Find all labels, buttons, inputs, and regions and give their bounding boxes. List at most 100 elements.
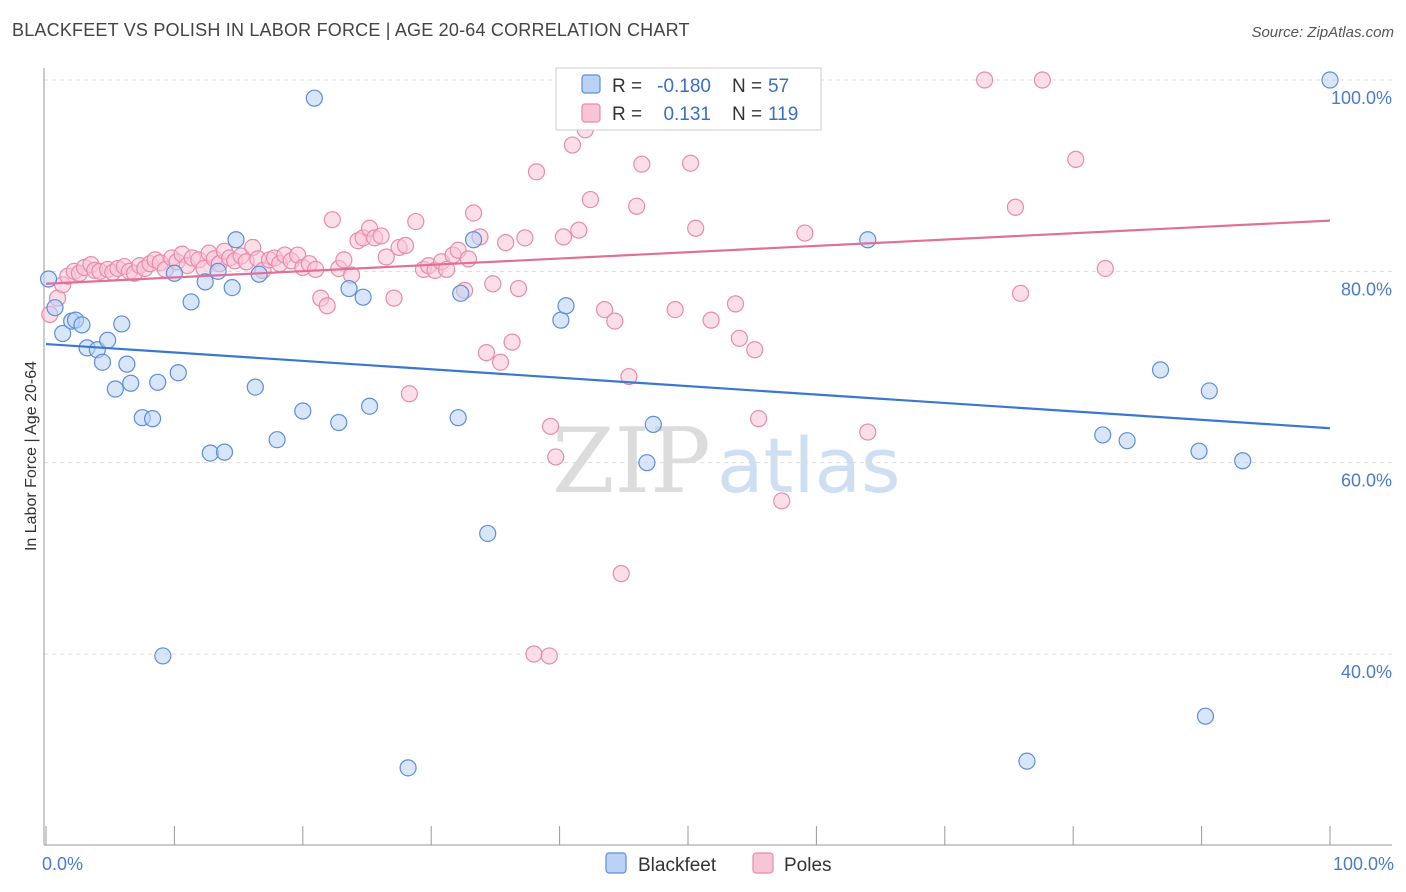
blackfeet-point-25	[223, 278, 241, 297]
blackfeet-point-17	[154, 647, 172, 665]
blackfeet-point-31	[305, 89, 323, 107]
poles-point-95	[612, 565, 630, 583]
stats-legend: R = -0.180 N = 57 R = 0.131 N = 119	[555, 67, 822, 131]
legend-n-value-poles: 119	[768, 104, 798, 125]
watermark-zip: ZIP	[552, 409, 711, 514]
poles-point-83	[516, 229, 534, 247]
x-tick-label-0: 0.0%	[42, 854, 83, 874]
poles-point-82	[509, 279, 528, 298]
blackfeet-point-51	[1196, 707, 1215, 725]
y-tick-label-80: 80.0%	[1341, 279, 1392, 299]
poles-point-53	[335, 251, 353, 269]
poles-point-111	[859, 423, 877, 441]
blackfeet-point-36	[399, 759, 417, 777]
blackfeet-point-44	[644, 415, 662, 433]
poles-point-64	[400, 385, 418, 403]
poles-point-80	[497, 234, 515, 252]
poles-point-94	[606, 312, 624, 330]
bottom-legend-swatch-blackfeet	[605, 852, 627, 874]
poles-point-116	[1067, 150, 1085, 169]
series-blackfeet-points	[39, 71, 1339, 777]
blackfeet-point-38	[452, 284, 470, 302]
poles-point-109	[773, 492, 791, 510]
blackfeet-point-46	[1018, 752, 1036, 770]
poles-point-117	[1096, 259, 1114, 278]
blackfeet-point-1	[46, 299, 64, 317]
blackfeet-point-15	[143, 410, 162, 428]
blackfeet-point-35	[360, 397, 379, 415]
y-tick-label-60: 60.0%	[1341, 471, 1392, 491]
blackfeet-point-10	[106, 380, 124, 398]
blackfeet-point-19	[169, 364, 187, 382]
series-poles-points	[41, 71, 1114, 665]
poles-point-114	[1011, 284, 1030, 302]
poles-point-63	[396, 236, 415, 255]
blackfeet-point-43	[638, 454, 656, 472]
blackfeet-point-13	[122, 374, 140, 392]
poles-point-119	[540, 647, 558, 665]
blackfeet-point-49	[1151, 361, 1170, 379]
blackfeet-point-20	[182, 293, 200, 311]
blackfeet-point-5	[73, 316, 91, 334]
poles-point-88	[563, 136, 582, 154]
blackfeet-point-52	[1200, 382, 1218, 400]
grid-lines	[44, 79, 1392, 655]
blackfeet-point-33	[340, 279, 358, 298]
poles-point-113	[1006, 198, 1025, 216]
bottom-legend: Blackfeet Poles	[605, 852, 832, 876]
poles-point-86	[547, 448, 565, 466]
blackfeet-point-24	[215, 443, 234, 461]
blackfeet-point-27	[246, 378, 264, 396]
poles-point-85	[542, 417, 560, 435]
blackfeet-point-30	[294, 402, 312, 420]
poles-trend-line	[45, 219, 1331, 285]
poles-point-79	[491, 353, 510, 371]
y-tick-label-40: 40.0%	[1341, 662, 1392, 682]
legend-swatch-blackfeet	[581, 74, 601, 94]
blackfeet-point-32	[330, 413, 348, 432]
legend-swatch-poles	[581, 103, 601, 123]
poles-point-97	[628, 197, 646, 215]
poles-point-87	[554, 228, 573, 246]
legend-n-value-blackfeet: 57	[768, 76, 789, 97]
bottom-legend-swatch-poles	[752, 852, 774, 874]
poles-point-70	[438, 260, 456, 279]
trend-lines	[45, 219, 1331, 430]
blackfeet-point-42	[557, 297, 575, 315]
blackfeet-point-37	[449, 409, 467, 427]
x-tick-labels: 0.0% 100.0%	[42, 854, 1394, 874]
blackfeet-point-9	[99, 331, 117, 349]
poles-point-59	[372, 227, 390, 245]
poles-point-60	[377, 248, 395, 266]
poles-point-89	[570, 221, 588, 239]
poles-point-75	[464, 204, 483, 222]
legend-r-value-poles: 0.131	[663, 104, 711, 125]
chart-source: Source: ZipAtlas.com	[1251, 24, 1394, 41]
y-axis-label: In Labor Force | Age 20-64	[23, 361, 40, 551]
x-ticks	[45, 826, 1331, 845]
bottom-legend-label-blackfeet: Blackfeet	[638, 855, 717, 876]
blackfeet-point-53	[1234, 452, 1252, 470]
blackfeet-point-11	[113, 315, 131, 333]
poles-point-103	[702, 311, 720, 329]
poles-point-93	[595, 301, 614, 319]
bottom-legend-label-poles: Poles	[784, 855, 832, 876]
poles-point-84	[527, 163, 546, 181]
poles-point-91	[581, 190, 600, 209]
poles-point-78	[484, 275, 502, 293]
blackfeet-point-41	[552, 311, 570, 329]
poles-point-110	[796, 224, 814, 242]
blackfeet-point-50	[1190, 442, 1208, 460]
blackfeet-point-21	[196, 273, 214, 291]
blackfeet-point-2	[54, 324, 72, 343]
poles-point-101	[687, 219, 705, 237]
poles-point-74	[459, 250, 478, 268]
blackfeet-point-8	[93, 353, 112, 371]
legend-r-label-poles: R =	[612, 104, 642, 125]
legend-r-label-blackfeet: R =	[612, 76, 642, 97]
blackfeet-point-40	[479, 524, 497, 543]
poles-point-81	[503, 333, 521, 351]
axes	[43, 68, 1392, 846]
poles-point-77	[477, 344, 496, 362]
